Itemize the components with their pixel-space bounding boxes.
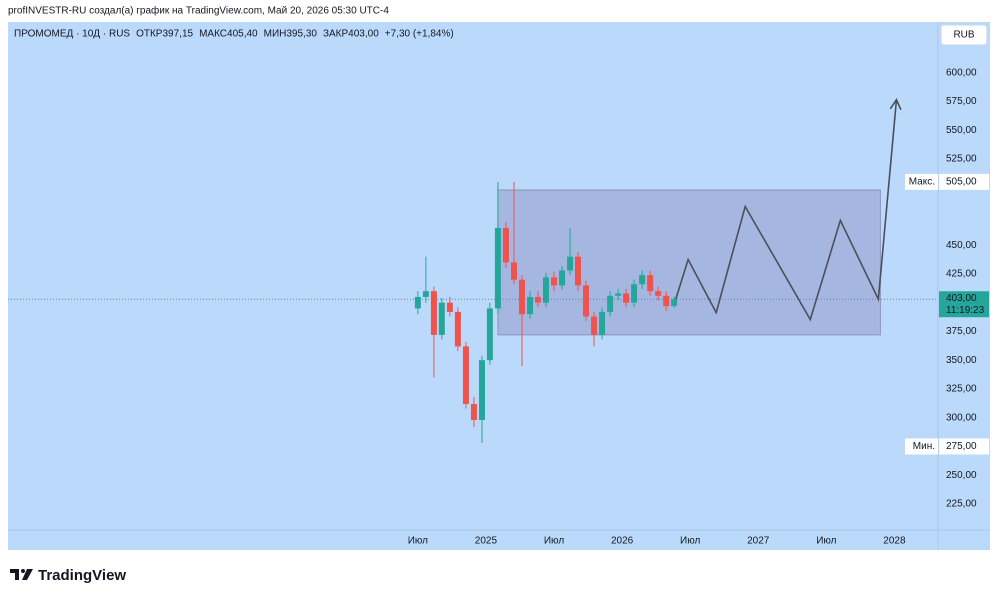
candle-body	[462, 346, 469, 404]
candle-body	[454, 311, 461, 347]
legend-text: МАКС	[199, 29, 227, 40]
x-tick-label: 2026	[611, 536, 634, 547]
y-tick-label: 250,00	[946, 470, 977, 481]
y-tick-label: 450,00	[946, 240, 977, 251]
x-tick-label: Июл	[816, 536, 836, 547]
legend-text: 395,30	[286, 29, 317, 40]
projection-line	[674, 99, 898, 322]
max-label: Макс.	[909, 177, 935, 188]
legend-text: ПРОМОМЕД · 10Д · RUS	[14, 29, 130, 40]
max-label-box	[905, 173, 938, 190]
y-tick-label: 550,00	[946, 125, 977, 136]
candle-body	[519, 279, 526, 315]
candle-body	[534, 296, 541, 303]
candle-body	[559, 270, 566, 286]
min-value: 275,00	[946, 441, 977, 452]
candle-body	[422, 291, 429, 297]
x-tick-label: 2028	[883, 536, 906, 547]
min-value-box	[939, 438, 989, 455]
candle-body	[542, 277, 549, 303]
y-tick-label: 575,00	[946, 96, 977, 107]
max-value: 505,00	[946, 177, 977, 188]
plot: 600,00 575,00 550,00 525,00 450,00 425,00 375,…	[8, 67, 989, 547]
x-tick-label: Июл	[408, 536, 428, 547]
y-tick-label: 225,00	[946, 499, 977, 510]
y-tick-label: 375,00	[946, 326, 977, 337]
candle-body	[583, 285, 590, 317]
y-tick-label: 425,00	[946, 269, 977, 280]
candle-body	[567, 256, 574, 271]
min-label: Мин.	[913, 441, 935, 452]
last-price: 403,00	[946, 293, 977, 304]
candle-body	[647, 275, 654, 292]
candle-body	[663, 295, 670, 307]
candle-body	[414, 296, 421, 309]
candle-body	[615, 293, 622, 296]
legend-text: +7,30 (+1,84%)	[385, 29, 454, 40]
candle-body	[551, 277, 558, 286]
legend-text: 405,40	[227, 29, 258, 40]
candle-body	[438, 302, 445, 335]
logo-icon	[10, 569, 19, 580]
candle-body	[607, 295, 614, 312]
candle-body	[631, 284, 638, 303]
countdown: 11:19:23	[946, 305, 985, 316]
x-tick-label: 2025	[475, 536, 498, 547]
candle-body	[470, 403, 477, 421]
y-tick-label: 350,00	[946, 355, 977, 366]
last-price-tag	[939, 291, 989, 318]
currency[interactable]: RUB	[953, 30, 974, 41]
candle-body	[502, 227, 509, 263]
legend-text: 397,15	[162, 29, 193, 40]
x-tick-label: Июл	[680, 536, 700, 547]
candle-body	[623, 293, 630, 303]
candle-body	[478, 360, 485, 421]
y-tick-label: 600,00	[946, 67, 977, 78]
candle-body	[671, 299, 678, 306]
legend-text: ЗАКР	[323, 29, 349, 40]
candle-body	[591, 316, 598, 335]
logo-icon	[21, 569, 25, 573]
legend: ПРОМОМЕД · 10Д · RUS ОТКР 397,15 МАКС 405,40…	[14, 29, 454, 40]
min-label-box	[905, 438, 938, 455]
logo	[10, 569, 33, 580]
brand: TradingView	[38, 567, 126, 584]
y-tick-label: 525,00	[946, 154, 977, 165]
logo-icon	[22, 569, 33, 580]
candle-body	[599, 311, 606, 335]
legend-text: ОТКР	[136, 29, 163, 40]
x-tick-label: 2027	[747, 536, 770, 547]
currency-button[interactable]	[940, 24, 988, 46]
projection-arrowhead	[889, 97, 902, 111]
max-value-box	[939, 173, 989, 190]
candle-body	[655, 291, 662, 296]
header: profINVESTR-RU создал(а) график на Tradi…	[8, 5, 389, 17]
candle-body	[486, 308, 493, 361]
legend-text: МИН	[264, 29, 287, 40]
candle-body	[510, 262, 517, 280]
legend-text: 403,00	[348, 29, 379, 40]
candle-body	[430, 291, 437, 335]
y-tick-label: 300,00	[946, 412, 977, 423]
x-tick-label: Июл	[544, 536, 564, 547]
candle-body	[527, 296, 534, 315]
candle-body	[494, 227, 501, 309]
candle-body	[446, 302, 453, 312]
y-tick-label: 325,00	[946, 384, 977, 395]
candle-body	[639, 275, 646, 285]
candle-body	[574, 256, 581, 286]
